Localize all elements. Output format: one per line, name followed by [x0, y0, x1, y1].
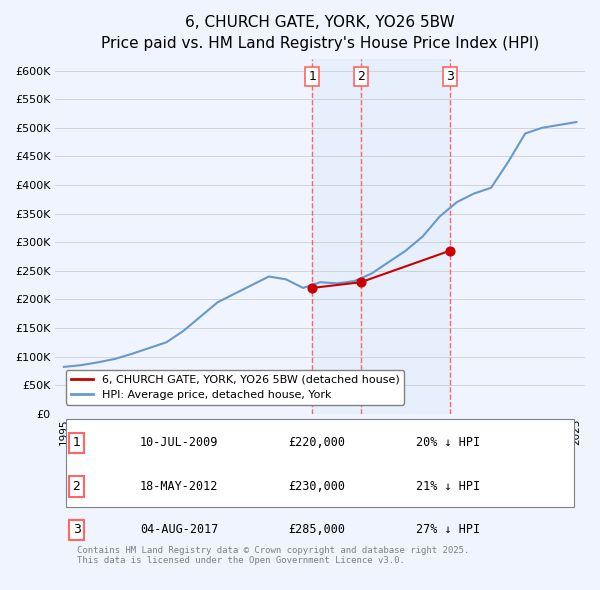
FancyBboxPatch shape [66, 419, 574, 507]
Legend: 6, CHURCH GATE, YORK, YO26 5BW (detached house), HPI: Average price, detached ho: 6, CHURCH GATE, YORK, YO26 5BW (detached… [66, 371, 404, 405]
Text: 27% ↓ HPI: 27% ↓ HPI [416, 523, 479, 536]
Bar [361, 59, 450, 414]
Point [307, 283, 317, 293]
Text: 3: 3 [446, 70, 454, 83]
Point [356, 277, 365, 287]
Text: 10-JUL-2009: 10-JUL-2009 [140, 436, 218, 450]
Bar [312, 59, 361, 414]
Text: 2: 2 [357, 70, 365, 83]
Text: 1: 1 [308, 70, 316, 83]
Text: Contains HM Land Registry data © Crown copyright and database right 2025.
This d: Contains HM Land Registry data © Crown c… [77, 546, 469, 565]
Text: 18-MAY-2012: 18-MAY-2012 [140, 480, 218, 493]
Text: 21% ↓ HPI: 21% ↓ HPI [416, 480, 479, 493]
Text: 1: 1 [73, 436, 80, 450]
Text: £230,000: £230,000 [289, 480, 346, 493]
Title: 6, CHURCH GATE, YORK, YO26 5BW
Price paid vs. HM Land Registry's House Price Ind: 6, CHURCH GATE, YORK, YO26 5BW Price pai… [101, 15, 539, 51]
Point [445, 246, 455, 255]
Text: 20% ↓ HPI: 20% ↓ HPI [416, 436, 479, 450]
Text: 2: 2 [73, 480, 80, 493]
Text: 04-AUG-2017: 04-AUG-2017 [140, 523, 218, 536]
Text: 3: 3 [73, 523, 80, 536]
Text: £220,000: £220,000 [289, 436, 346, 450]
Text: £285,000: £285,000 [289, 523, 346, 536]
